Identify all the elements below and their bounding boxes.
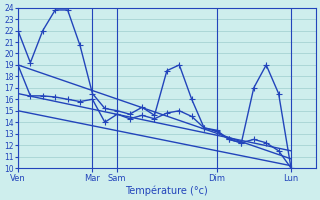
X-axis label: Température (°c): Température (°c) bbox=[125, 185, 208, 196]
